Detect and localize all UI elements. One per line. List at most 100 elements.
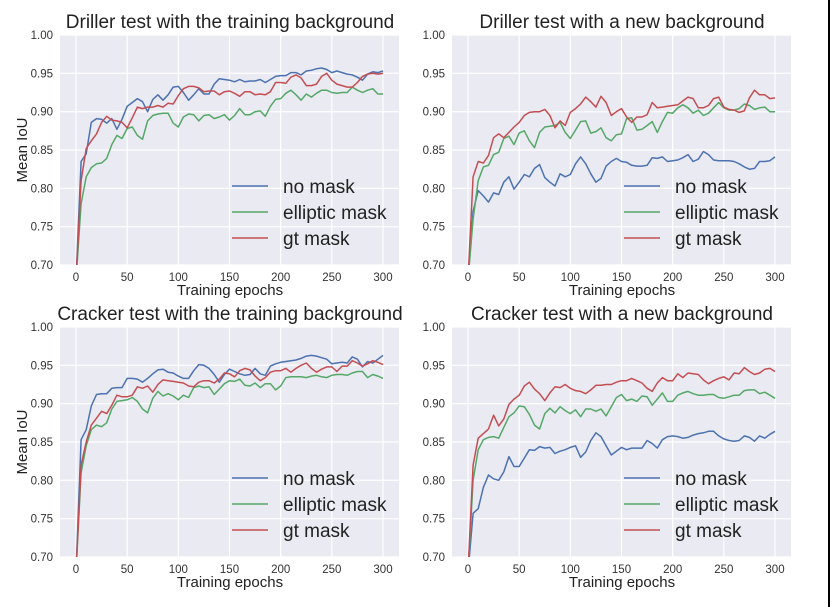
x-axis-label: Training epochs [177, 282, 283, 299]
legend: no mask elliptic mask gt mask [232, 177, 387, 250]
x-tick-label: 150 [612, 564, 631, 576]
y-tick-label: 0.90 [423, 107, 445, 119]
legend-label: gt mask [675, 521, 742, 542]
y-tick-label: 0.95 [423, 360, 445, 372]
legend: no mask elliptic mask gt mask [624, 469, 779, 542]
x-tick-label: 250 [322, 564, 341, 576]
legend-label: no mask [283, 469, 355, 490]
legend-label: gt mask [675, 229, 742, 250]
y-tick-label: 1.00 [31, 30, 53, 42]
legend-label: no mask [675, 469, 747, 490]
x-tick-label: 150 [220, 272, 239, 284]
series-lines [468, 89, 776, 265]
y-tick-label: 0.80 [31, 183, 53, 195]
x-tick-label: 0 [73, 564, 79, 576]
x-tick-label: 50 [513, 272, 526, 284]
series-lines [467, 366, 776, 557]
x-tick-label: 100 [169, 272, 188, 284]
x-tick-label: 100 [169, 564, 188, 576]
x-tick-label: 250 [714, 564, 733, 576]
plot-area: 0 50 100 150 200 250 300 0.70 0.75 0.80 0.85 0.90 0.… [423, 322, 791, 576]
subplot-driller-training-bg: 0 50 100 150 200 250 300 0.70 0.75 0.80 0.85 0.90 0.… [14, 12, 399, 299]
subplot-title: Cracker test with a new background [471, 304, 773, 325]
series-line-gt-mask [468, 89, 776, 265]
series-line-no-mask [75, 67, 384, 265]
x-tick-label: 0 [73, 272, 79, 284]
subplot-title: Driller test with the training backgroun… [66, 12, 394, 33]
series-lines [75, 354, 384, 557]
y-axis-label: Mean IoU [14, 117, 31, 182]
y-tick-label: 0.95 [31, 360, 53, 372]
y-tick-label: 0.75 [423, 514, 445, 526]
series-line-no-mask [468, 150, 776, 265]
y-tick-label: 0.80 [31, 475, 53, 487]
series-line-elliptic-mask [76, 370, 384, 557]
figure-right-border [828, 0, 830, 607]
legend-label: elliptic mask [675, 495, 779, 516]
x-tick-label: 200 [271, 272, 290, 284]
legend-label: no mask [283, 177, 355, 198]
subplot-title: Driller test with a new background [479, 12, 764, 33]
x-tick-label: 50 [513, 564, 526, 576]
subplot-title: Cracker test with the training backgroun… [57, 304, 402, 325]
legend: no mask elliptic mask gt mask [624, 177, 779, 250]
series-line-elliptic-mask [468, 389, 776, 557]
subplot-cracker-training-bg: 0 50 100 150 200 250 300 0.70 0.75 0.80 0.85 0.90 0.… [14, 304, 403, 591]
legend: no mask elliptic mask gt mask [232, 469, 387, 542]
y-tick-label: 0.70 [31, 260, 53, 272]
legend-label: elliptic mask [675, 203, 779, 224]
y-tick-label: 0.75 [31, 222, 53, 234]
y-axis-label: Mean IoU [14, 409, 31, 474]
x-tick-label: 300 [373, 564, 392, 576]
series-line-gt-mask [76, 72, 384, 265]
x-tick-label: 100 [561, 272, 580, 284]
subplot-cracker-new-bg: 0 50 100 150 200 250 300 0.70 0.75 0.80 0.85 0.90 0.… [423, 304, 791, 591]
legend-label: elliptic mask [283, 203, 387, 224]
y-tick-label: 0.80 [423, 475, 445, 487]
y-tick-label: 0.85 [423, 437, 445, 449]
series-lines [75, 67, 384, 265]
y-tick-label: 0.75 [31, 514, 53, 526]
y-tick-label: 1.00 [31, 322, 53, 334]
plot-area: 0 50 100 150 200 250 300 0.70 0.75 0.80 0.85 0.90 0.… [31, 322, 399, 576]
x-tick-label: 300 [765, 272, 784, 284]
y-tick-label: 0.85 [423, 145, 445, 157]
x-axis-label: Training epochs [177, 574, 283, 591]
legend-label: gt mask [283, 229, 350, 250]
y-tick-label: 0.90 [31, 107, 53, 119]
x-tick-label: 0 [465, 272, 471, 284]
y-tick-label: 1.00 [423, 322, 445, 334]
y-tick-label: 0.70 [423, 260, 445, 272]
plot-area: 0 50 100 150 200 250 300 0.70 0.75 0.80 0.85 0.90 0.… [31, 30, 399, 284]
x-tick-label: 300 [765, 564, 784, 576]
legend-label: gt mask [283, 521, 350, 542]
x-tick-label: 150 [612, 272, 631, 284]
x-tick-label: 250 [714, 272, 733, 284]
x-tick-label: 300 [373, 272, 392, 284]
y-tick-label: 0.90 [31, 399, 53, 411]
y-tick-label: 0.85 [31, 145, 53, 157]
x-tick-label: 0 [465, 564, 471, 576]
subplot-driller-new-bg: 0 50 100 150 200 250 300 0.70 0.75 0.80 0.85 0.90 0.… [423, 12, 791, 299]
legend-label: elliptic mask [283, 495, 387, 516]
y-tick-label: 1.00 [423, 30, 445, 42]
series-line-no-mask [75, 354, 384, 557]
legend-label: no mask [675, 177, 747, 198]
x-tick-label: 100 [561, 564, 580, 576]
y-tick-label: 0.90 [423, 399, 445, 411]
x-tick-label: 150 [220, 564, 239, 576]
y-tick-label: 0.75 [423, 222, 445, 234]
x-tick-label: 50 [121, 564, 134, 576]
y-tick-label: 0.70 [31, 552, 53, 564]
y-tick-label: 0.80 [423, 183, 445, 195]
series-line-gt-mask [75, 359, 384, 557]
y-tick-label: 0.85 [31, 437, 53, 449]
y-tick-label: 0.70 [423, 552, 445, 564]
x-tick-label: 200 [663, 564, 682, 576]
x-axis-label: Training epochs [569, 282, 675, 299]
x-tick-label: 200 [271, 564, 290, 576]
x-axis-label: Training epochs [569, 574, 675, 591]
plot-area: 0 50 100 150 200 250 300 0.70 0.75 0.80 0.85 0.90 0.… [423, 30, 791, 284]
y-tick-label: 0.95 [423, 68, 445, 80]
series-line-no-mask [468, 430, 776, 557]
